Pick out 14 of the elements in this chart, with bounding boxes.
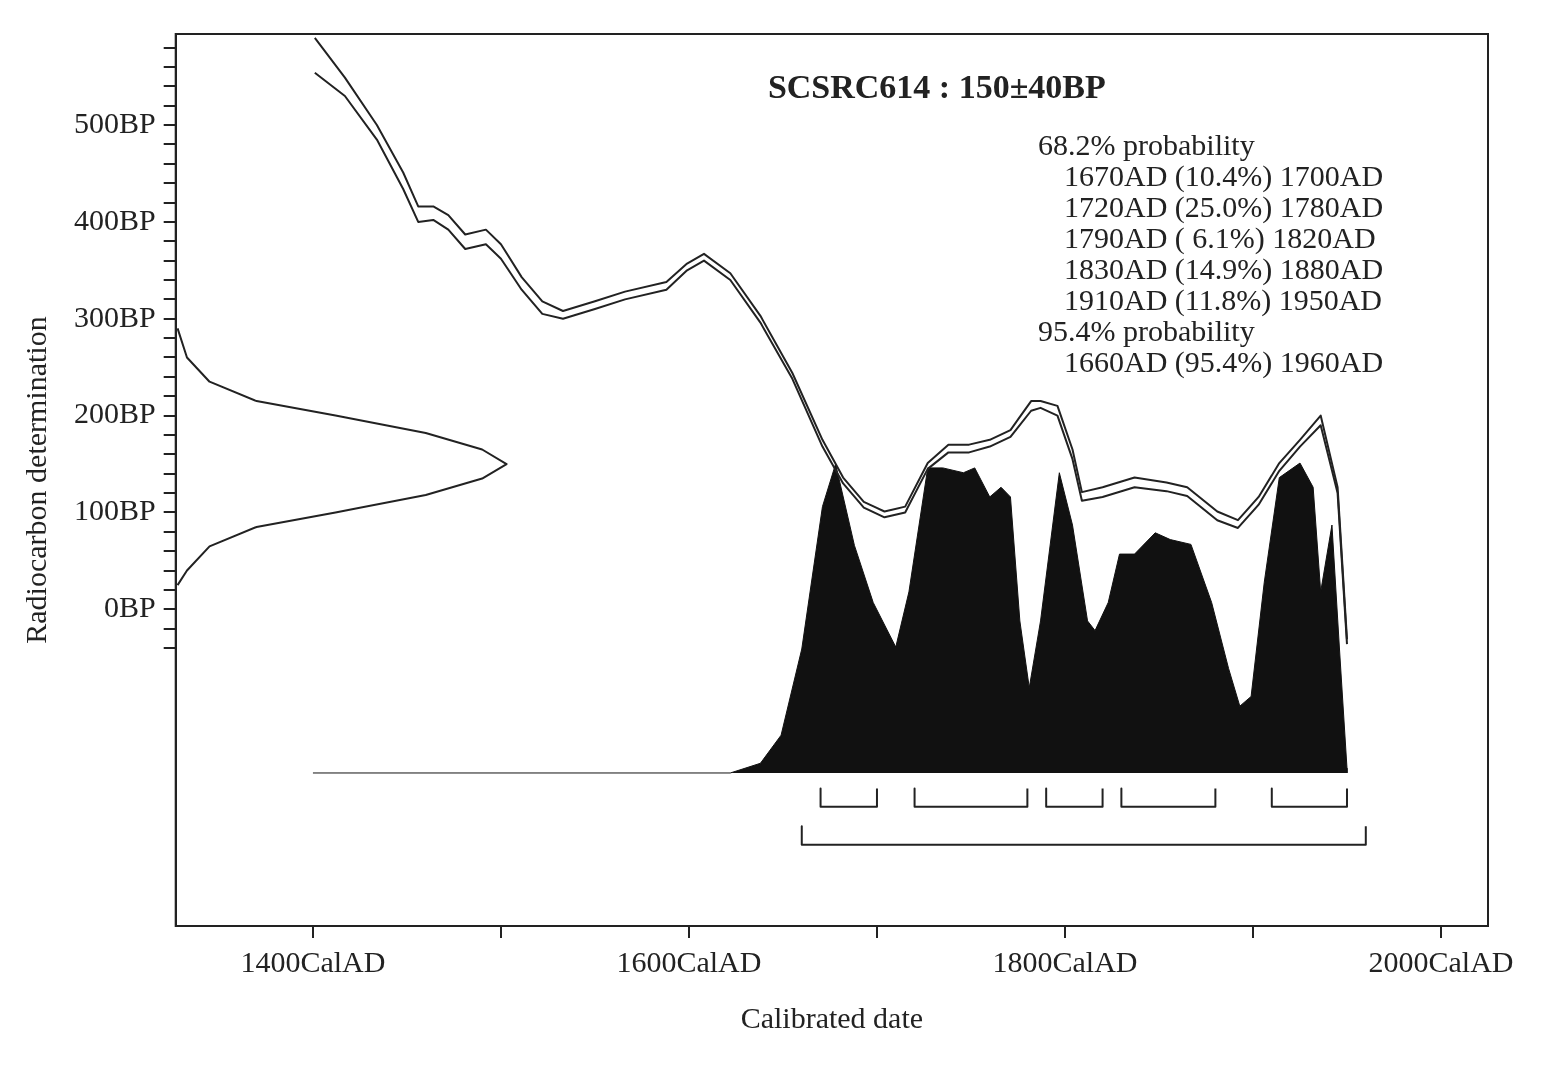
y-tick-label: 200BP	[73, 396, 156, 430]
x-tick-label: 2000CalAD	[1368, 944, 1514, 978]
x-tick-label: 1800CalAD	[992, 944, 1138, 978]
y-tick-label: 500BP	[73, 105, 156, 139]
x-tick-label: 1400CalAD	[240, 944, 386, 978]
x-axis-title: Calibrated date	[740, 1000, 924, 1034]
y-tick-label: 100BP	[73, 493, 156, 527]
x-tick-label: 1600CalAD	[616, 944, 762, 978]
y-tick-label: 300BP	[73, 299, 156, 333]
text: SCSRC614 : 150±40BP	[767, 67, 1106, 105]
annotation: 68.2% probability	[1038, 127, 1255, 161]
y-tick-label: 400BP	[73, 202, 156, 236]
y-axis-title: Radiocarbon determination	[18, 316, 52, 644]
y-tick-label: 0BP	[103, 590, 156, 624]
